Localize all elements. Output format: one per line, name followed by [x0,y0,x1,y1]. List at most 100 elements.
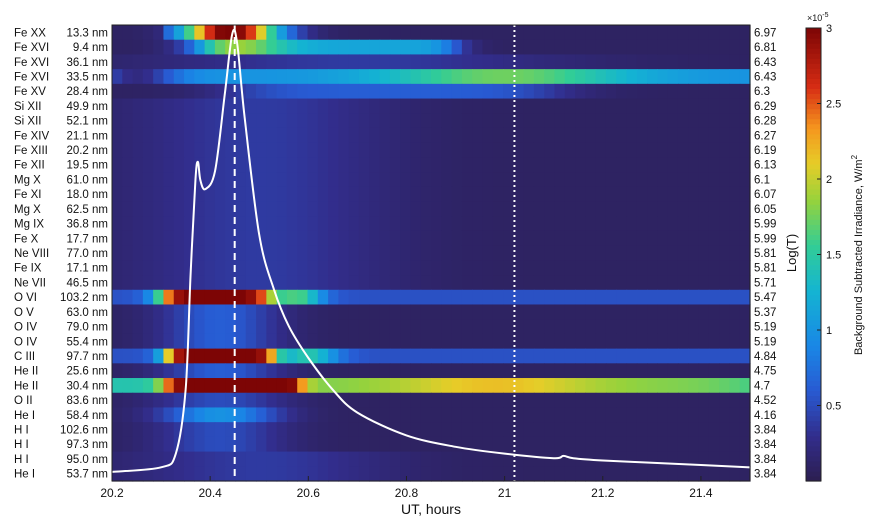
heatmap-cell [173,230,185,247]
heatmap-cell [142,319,154,335]
heatmap-cell [122,451,134,467]
row-logt-label: 4.75 [754,366,776,378]
heatmap-cell [389,304,401,320]
heatmap-cell [245,113,257,129]
heatmap-cell [461,157,473,173]
heatmap-cell [163,54,175,70]
heatmap-cell [297,98,309,114]
heatmap-cell [184,69,195,85]
heatmap-cell [122,378,134,394]
heatmap-cell [400,69,412,85]
heatmap-cell [667,172,679,188]
heatmap-cell [636,98,648,114]
row-logt-label: 5.81 [754,248,776,260]
heatmap-cell [595,333,607,350]
heatmap-cell [184,363,195,379]
heatmap-cell [204,25,216,41]
heatmap-cell [441,363,453,379]
heatmap-cell [647,333,658,350]
heatmap-cell [544,142,556,158]
heatmap-cell [492,142,504,158]
heatmap-cell [585,363,597,379]
heatmap-cell [266,201,278,217]
row-logt-label: 5.71 [754,277,776,289]
heatmap-cell [626,451,638,467]
heatmap-cell [431,348,442,364]
heatmap-cell [256,466,267,482]
heatmap-cell [194,304,206,320]
heatmap-cell [708,304,720,320]
colorbar-tick-label: 2.5 [826,99,841,111]
heatmap-cell [163,260,175,276]
heatmap-cell [451,451,463,467]
heatmap-cell [513,127,525,144]
heatmap-cell [153,392,165,409]
heatmap-cell [677,142,689,158]
heatmap-cell [245,230,257,247]
colorbar-segment [806,123,821,130]
heatmap-cell [544,245,556,261]
heatmap-cell [420,363,432,379]
heatmap-cell [513,436,525,453]
row-wavelength-label: 33.5 nm [66,71,108,83]
heatmap-cell [379,466,391,482]
heatmap-cell [451,201,463,217]
heatmap-cell [400,157,412,173]
heatmap-cell [204,304,216,320]
heatmap-cell [194,39,206,56]
row-ion-label: Si XII [14,101,41,113]
heatmap-cell [708,186,720,203]
heatmap-cell [616,230,628,247]
heatmap-cell [492,466,504,482]
heatmap-cell [667,230,679,247]
heatmap-cell [503,216,514,232]
heatmap-cell [677,201,689,217]
heatmap-cell [657,245,669,261]
heatmap-cell [513,113,525,129]
heatmap-cell [112,363,123,379]
heatmap-cell [225,275,237,291]
heatmap-cell [523,378,535,394]
heatmap-cell [698,216,710,232]
heatmap-cell [379,127,391,144]
heatmap-cell [173,363,185,379]
heatmap-cell [379,275,391,291]
heatmap-cell [564,172,576,188]
heatmap-cell [636,275,648,291]
colorbar-segment [806,400,821,407]
heatmap-cell [410,422,422,438]
heatmap-cell [616,98,628,114]
heatmap-cell [564,157,576,173]
heatmap-cell [286,422,298,438]
heatmap-cell [575,304,586,320]
heatmap-cell [647,260,658,276]
heatmap-cell [482,98,494,114]
heatmap-cell [194,127,206,144]
heatmap-cell [317,25,329,41]
heatmap-cell [533,304,545,320]
heatmap-cell [729,83,741,100]
heatmap-cell [194,98,206,114]
heatmap-cell [276,451,288,467]
heatmap-cell [564,436,576,453]
heatmap-cell [235,363,247,379]
heatmap-cell [482,39,494,56]
heatmap-cell [616,319,628,335]
heatmap-cell [739,363,751,379]
heatmap-cell [420,260,432,276]
heatmap-cell [544,186,556,203]
heatmap-cell [575,392,586,409]
heatmap-cell [400,172,412,188]
heatmap-cell [647,127,658,144]
heatmap-cell [235,348,247,364]
colorbar-segment [806,229,821,235]
heatmap-cell [677,157,689,173]
heatmap-cell [328,275,339,291]
heatmap-cell [358,127,370,144]
heatmap-cell [636,319,648,335]
heatmap-cell [554,378,566,394]
heatmap-cell [142,113,154,129]
row-wavelength-label: 79.0 nm [66,322,108,334]
heatmap-cell [328,363,339,379]
colorbar-segment [806,335,821,341]
